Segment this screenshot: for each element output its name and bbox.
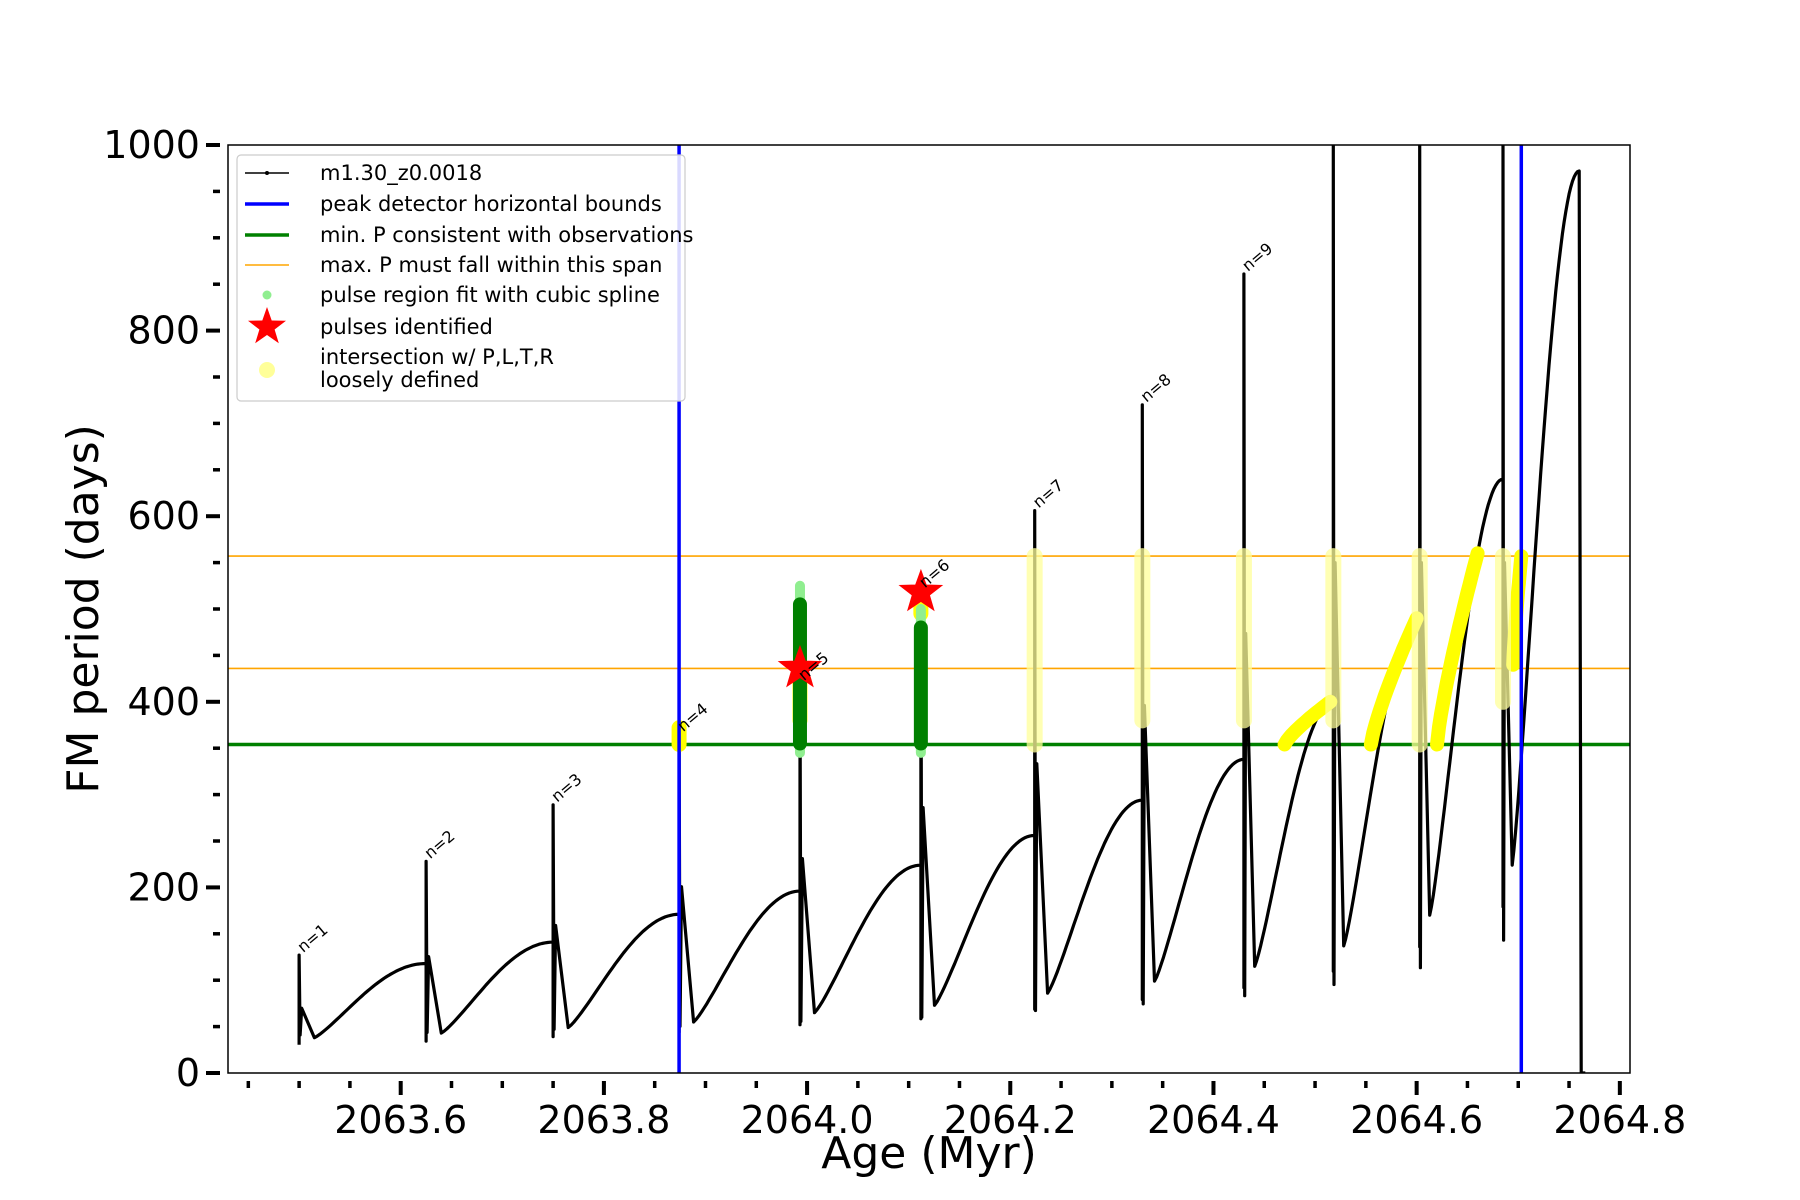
- plot-area: n=1n=2n=3n=4n=5n=6n=7n=8n=9: [228, 145, 1630, 1073]
- intersection-arc-2: [1430, 546, 1485, 752]
- legend-label-6-line2: loosely defined: [320, 368, 479, 392]
- pulse-label-n2: n=2: [420, 826, 458, 862]
- x-tick-label-5: 2064.6: [1350, 1098, 1483, 1142]
- legend-label-2: min. P consistent with observations: [320, 223, 693, 247]
- legend-marker-5: [248, 307, 286, 344]
- x-tick-label-3: 2064.2: [944, 1098, 1077, 1142]
- legend-label-1: peak detector horizontal bounds: [320, 192, 662, 216]
- legend-label-3: max. P must fall within this span: [320, 253, 662, 277]
- legend-label-0: m1.30_z0.0018: [320, 161, 482, 186]
- legend-label-5: pulses identified: [320, 315, 493, 339]
- x-tick-label-2: 2064.0: [741, 1098, 874, 1142]
- y-tick-label-2: 400: [127, 680, 200, 724]
- pulse-label-n3: n=3: [547, 770, 585, 806]
- pulse-label-n1: n=1: [293, 920, 331, 956]
- x-tick-label-0: 2063.6: [334, 1098, 467, 1142]
- y-tick-label-0: 0: [176, 1051, 200, 1095]
- pulse-identified-star-1: [898, 568, 944, 612]
- pulse-identified-star-0: [777, 644, 823, 688]
- x-axis-title: Age (Myr): [821, 1128, 1037, 1179]
- y-tick-label-3: 600: [127, 494, 200, 538]
- intersection-arc-1: [1363, 611, 1424, 752]
- plot-frame: [227, 144, 1631, 1074]
- legend-marker-4: [262, 290, 272, 300]
- y-axis-title: FM period (days): [58, 424, 109, 794]
- axes: 2063.6 2063.8 2064.0 2064.2 2064.4 2064.6 2064…: [103, 123, 1686, 1142]
- x-tick-label-4: 2064.4: [1147, 1098, 1280, 1142]
- x-tick-label-1: 2063.8: [537, 1098, 670, 1142]
- legend-marker-dot-0: [265, 171, 269, 175]
- legend-label-4: pulse region fit with cubic spline: [320, 283, 660, 307]
- y-tick-label-1: 200: [127, 865, 200, 909]
- y-tick-label-5: 1000: [103, 123, 200, 167]
- pulse-label-n9: n=9: [1238, 239, 1276, 275]
- series-line-m1.30_z0.0018: [297, 145, 1586, 1073]
- y-tick-label-4: 800: [127, 309, 200, 353]
- pulse-label-n7: n=7: [1029, 475, 1067, 511]
- intersection-arc-0: [1277, 694, 1338, 752]
- legend-box: [236, 154, 686, 402]
- legend-label-6: intersection w/ P,L,T,R: [320, 345, 554, 369]
- pulse-label-n8: n=8: [1137, 370, 1175, 406]
- x-tick-label-6: 2064.8: [1553, 1098, 1686, 1142]
- legend-marker-6: [259, 362, 275, 378]
